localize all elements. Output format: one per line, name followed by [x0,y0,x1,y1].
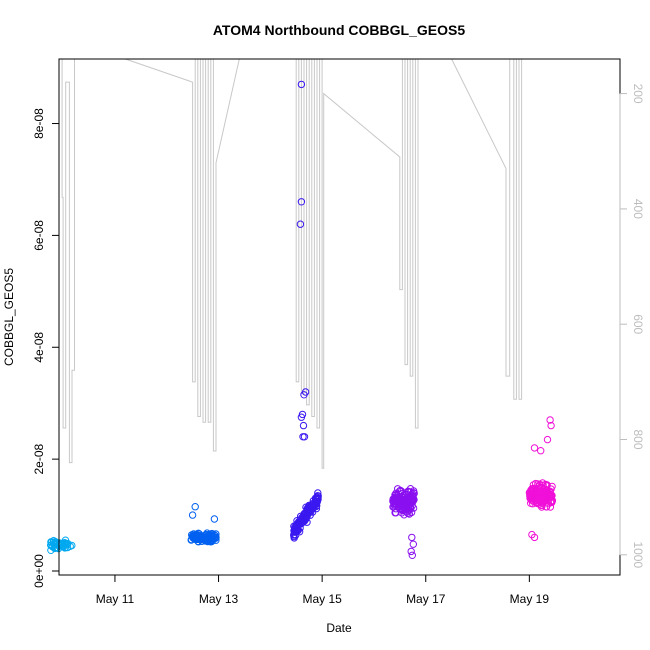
y-axis-label: COBBGL_GEOS5 [2,268,16,366]
data-point [405,493,413,502]
data-point [398,493,406,501]
x-tick-label: May 11 [96,592,135,606]
y-axis-right: 200 400 600 800 1000 [619,84,645,568]
y-tick-label: 6e-08 [32,220,46,251]
data-point [300,517,309,525]
data-point [300,391,308,399]
y-right-tick-label: 400 [631,199,645,219]
y-tick-label: 4e-08 [32,332,46,363]
y-tick-label: 0e+00 [32,554,46,588]
data-point [313,498,321,507]
data-point [408,551,416,559]
data-point [535,482,543,490]
series-4 [389,485,418,559]
data-point [403,508,411,516]
series-5 [525,416,557,542]
points-layer [47,80,557,559]
data-point [396,504,404,513]
data-point [530,444,539,452]
data-point [529,500,537,508]
data-point [397,487,406,495]
data-point [304,505,313,513]
data-point [292,526,300,535]
x-tick-label: May 13 [199,592,239,606]
data-point [547,421,555,430]
data-point [407,547,415,556]
data-point [201,537,209,545]
series-1 [47,536,76,554]
x-tick-label: May 17 [406,592,446,606]
chart-title: ATOM4 Northbound COBBGL_GEOS5 [213,22,465,38]
data-point [207,530,216,538]
data-point [546,416,554,424]
data-point [407,496,416,504]
data-point [409,540,417,548]
data-point [406,485,415,493]
data-point [47,546,55,554]
altitude-line [59,59,527,469]
y-right-tick-label: 800 [631,429,645,449]
data-point [297,80,306,89]
data-point [537,447,545,455]
data-point [389,495,397,503]
y-axis: 0e+00 2e-08 4e-08 6e-08 8e-08 [32,108,59,588]
data-point [208,535,217,544]
x-axis-label: Date [326,621,352,635]
y-right-tick-label: 600 [631,314,645,334]
data-point [299,513,307,521]
x-axis: May 11 May 13 May 15 May 17 May 19 [96,575,550,606]
data-point [296,220,305,228]
data-point [307,504,315,513]
data-point [543,435,552,444]
data-point [406,492,415,500]
data-point [402,500,410,508]
data-point [61,541,69,550]
y-right-tick-label: 200 [631,84,645,104]
data-point [299,433,307,441]
data-point [195,531,203,539]
data-point [292,531,300,539]
data-point [299,421,308,430]
data-point [191,533,199,541]
data-point [191,503,199,511]
data-point [188,511,197,519]
data-point [408,533,416,542]
data-point [545,493,553,501]
data-point [537,484,545,492]
data-point [210,515,219,523]
series-2 [187,503,220,546]
data-point [313,493,321,501]
data-point [534,491,543,499]
data-point [538,503,546,511]
altitude-layer [59,59,527,469]
series-3 [290,80,322,542]
data-point [63,540,71,548]
data-point [403,505,411,514]
data-point [297,198,306,206]
data-point [47,541,55,549]
data-point [541,494,549,502]
y-tick-label: 2e-08 [32,443,46,474]
data-point [300,433,309,441]
data-point [528,486,536,495]
data-point [530,533,539,542]
x-tick-label: May 15 [302,592,342,606]
data-point [297,413,306,421]
y-tick-label: 8e-08 [32,108,46,139]
data-point [50,540,58,548]
y-right-tick-label: 1000 [631,541,645,568]
data-point [527,492,535,500]
data-point [392,509,400,517]
x-tick-label: May 19 [510,592,550,606]
